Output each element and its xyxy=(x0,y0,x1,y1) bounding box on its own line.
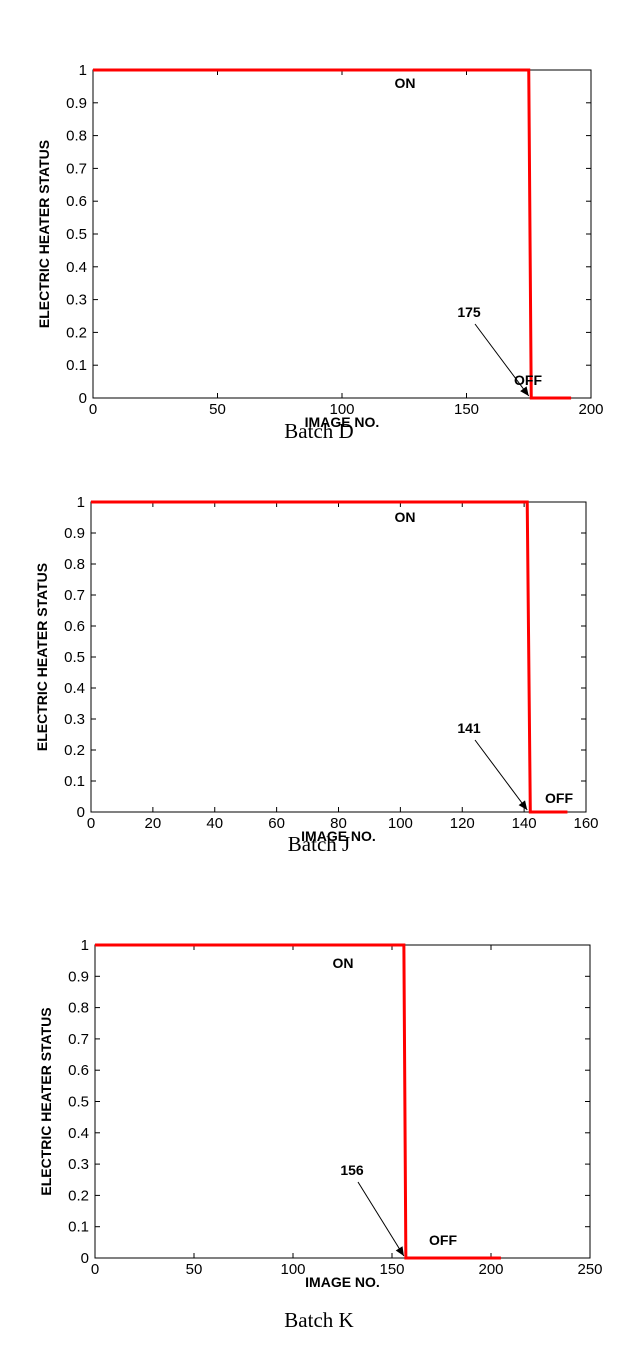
on-annotation: ON xyxy=(333,955,354,971)
y-tick-label: 0.6 xyxy=(66,193,87,210)
chart-panel-batch-k: 0 50 100 150 200 250 0 0.1 0.2 0.3 0.4 0.5 0.6 0.7 0.8… xyxy=(0,900,638,1358)
y-tick-label: 0.5 xyxy=(64,649,85,666)
y-tick-label: 0.1 xyxy=(64,773,85,790)
y-tick-label: 0.1 xyxy=(68,1219,89,1236)
y-tick-label: 0.2 xyxy=(64,742,85,759)
y-tick-label: 0.4 xyxy=(68,1125,89,1142)
x-axis-label: IMAGE NO. xyxy=(305,1274,380,1290)
chart-caption: Batch K xyxy=(284,1308,354,1332)
x-tick-label: 250 xyxy=(577,1261,602,1278)
chart-caption: Batch D xyxy=(284,419,354,443)
y-tick-label: 0.8 xyxy=(66,128,87,145)
off-annotation: OFF xyxy=(514,372,542,388)
y-tick-label: 0.9 xyxy=(68,968,89,985)
x-tick-label: 40 xyxy=(206,815,223,832)
y-tick-label: 0.7 xyxy=(64,587,85,604)
off-annotation: OFF xyxy=(429,1232,457,1248)
y-tick-label: 0.6 xyxy=(64,618,85,635)
y-tick-label: 0.3 xyxy=(68,1156,89,1173)
x-tick-label: 50 xyxy=(186,1261,203,1278)
switch-arrow-line xyxy=(474,323,530,397)
plot-frame xyxy=(94,944,591,1259)
chart-panel-batch-j: 0 20 40 60 80 100 120 140 160 0 0.1 0.2 0.3 0.4 0.5 0.6… xyxy=(0,455,638,900)
x-tick-label: 20 xyxy=(145,815,162,832)
x-tick-label: 150 xyxy=(454,401,479,418)
plot-frame xyxy=(92,69,592,399)
x-tick-label: 150 xyxy=(379,1261,404,1278)
y-tick-label: 0.6 xyxy=(68,1062,89,1079)
chart-panel-batch-d: 0 50 100 150 200 0 0.1 0.2 0.3 0.4 0.5 0.6 0.7 0.8 0.9… xyxy=(0,0,638,455)
x-tick-label: 0 xyxy=(87,815,95,832)
y-tick-label: 1 xyxy=(79,62,87,79)
off-annotation: OFF xyxy=(545,790,573,806)
y-tick-label: 0.7 xyxy=(68,1031,89,1048)
chart-svg-batch-k: 0 50 100 150 200 250 0 0.1 0.2 0.3 0.4 0.5 0.6 0.7 0.8… xyxy=(38,937,603,1290)
chart-svg-batch-d: 0 50 100 150 200 0 0.1 0.2 0.3 0.4 0.5 0.6 0.7 0.8 0.9… xyxy=(36,62,604,430)
y-axis-label: ELECTRIC HEATER STATUS xyxy=(36,140,52,328)
y-axis-label: ELECTRIC HEATER STATUS xyxy=(34,563,50,751)
switch-arrow-line xyxy=(357,1181,405,1257)
x-axis-label: IMAGE NO. xyxy=(301,828,376,844)
x-tick-label: 50 xyxy=(209,401,226,418)
y-tick-label: 0 xyxy=(81,1250,89,1267)
x-tick-label: 0 xyxy=(91,1261,99,1278)
switch-arrow-head xyxy=(518,800,528,810)
chart-svg-batch-j: 0 20 40 60 80 100 120 140 160 0 0.1 0.2 0.3 0.4 0.5 0.6… xyxy=(34,494,599,844)
x-tick-label: 100 xyxy=(280,1261,305,1278)
y-tick-label: 0 xyxy=(79,390,87,407)
on-annotation: ON xyxy=(395,75,416,91)
heater-status-line xyxy=(91,500,568,814)
switch-point-label: 175 xyxy=(457,304,481,320)
y-tick-label: 0.7 xyxy=(66,160,87,177)
switch-arrow-head xyxy=(520,386,529,396)
x-tick-label: 120 xyxy=(450,815,475,832)
switch-arrow-head xyxy=(395,1246,404,1256)
heater-status-line xyxy=(93,68,572,400)
switch-arrow-line xyxy=(474,739,528,811)
x-tick-label: 200 xyxy=(578,401,603,418)
x-tick-label: 200 xyxy=(478,1261,503,1278)
y-tick-label: 1 xyxy=(77,494,85,511)
y-tick-label: 0.2 xyxy=(66,324,87,341)
y-tick-label: 0.5 xyxy=(68,1094,89,1111)
y-tick-label: 0.4 xyxy=(64,680,85,697)
y-tick-label: 0.8 xyxy=(64,556,85,573)
y-tick-label: 0.3 xyxy=(66,292,87,309)
y-tick-label: 0.8 xyxy=(68,1000,89,1017)
x-tick-label: 80 xyxy=(330,815,347,832)
x-tick-label: 60 xyxy=(268,815,285,832)
y-axis-label: ELECTRIC HEATER STATUS xyxy=(38,1007,54,1195)
chart-caption: Batch J xyxy=(287,832,351,856)
y-tick-label: 0.4 xyxy=(66,259,87,276)
on-annotation: ON xyxy=(395,509,416,525)
plot-frame xyxy=(90,501,587,813)
switch-point-label: 156 xyxy=(340,1162,364,1178)
x-tick-label: 0 xyxy=(89,401,97,418)
y-tick-label: 0.5 xyxy=(66,226,87,243)
y-tick-label: 0 xyxy=(77,804,85,821)
x-tick-label: 100 xyxy=(329,401,354,418)
x-tick-label: 100 xyxy=(388,815,413,832)
switch-point-label: 141 xyxy=(457,720,481,736)
x-axis-label: IMAGE NO. xyxy=(305,414,380,430)
x-tick-label: 140 xyxy=(512,815,537,832)
y-tick-label: 0.1 xyxy=(66,357,87,374)
y-tick-label: 0.3 xyxy=(64,711,85,728)
y-tick-label: 0.9 xyxy=(64,525,85,542)
x-tick-label: 160 xyxy=(573,815,598,832)
heater-status-line xyxy=(95,943,501,1260)
y-tick-label: 0.9 xyxy=(66,95,87,112)
y-tick-label: 1 xyxy=(81,937,89,954)
y-tick-label: 0.2 xyxy=(68,1187,89,1204)
